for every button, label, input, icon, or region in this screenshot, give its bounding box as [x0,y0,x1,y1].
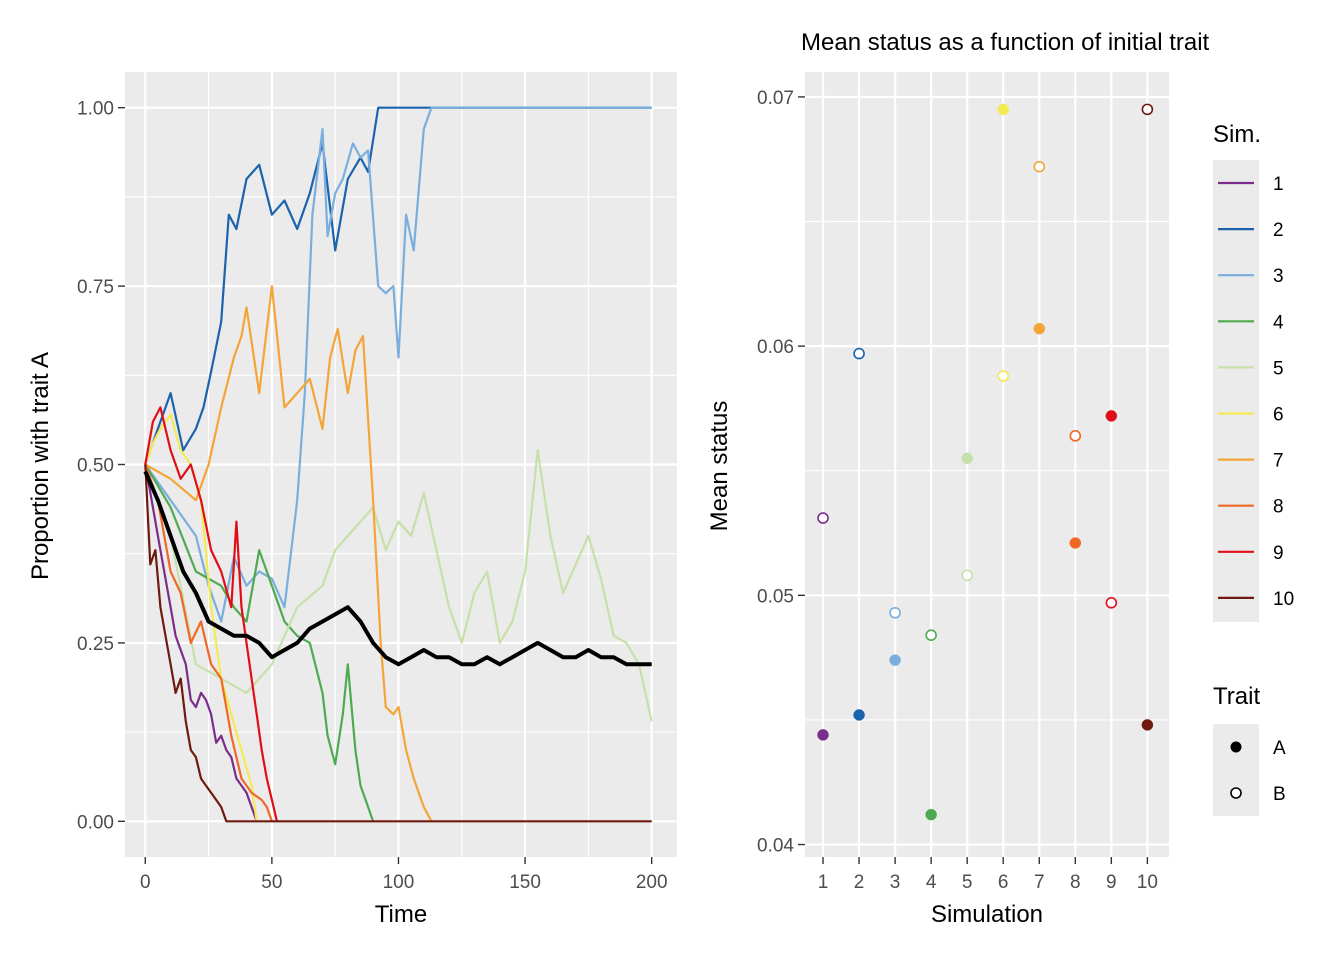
right-chart-title: Mean status as a function of initial tra… [801,29,1210,56]
trait-legend-label-a: A [1273,738,1286,759]
mean-series-line [143,470,652,667]
sim-legend-label-7: 7 [1273,451,1284,472]
trait-b-point-sim-6 [997,370,1010,382]
sim-legend-label-3: 3 [1273,266,1284,287]
trait-legend-key-b [1230,787,1242,799]
trait-legend-label-b: B [1273,784,1286,805]
sim-2-series-line [144,106,652,465]
right-x-axis: 1 2 3 4 5 6 7 8 9 10 [818,857,1158,893]
right-x-axis-title: Simulation [931,901,1043,928]
sim-legend: Sim. 1 2 3 4 5 6 7 8 9 10 [1213,121,1294,622]
right-x-tick-label: 7 [1034,872,1045,893]
right-gridlines [805,72,1169,857]
sim-legend-label-6: 6 [1273,405,1284,426]
sim-legend-label-1: 1 [1273,174,1284,195]
trait-a-point-sim-1 [817,729,829,741]
sim-legend-key-background [1213,160,1259,622]
right-x-tick-label: 8 [1070,872,1081,893]
right-x-tick-label: 4 [926,872,937,893]
right-y-tick-label: 0.05 [757,586,794,607]
trait-legend-key-a [1230,741,1242,753]
trait-legend-key-background [1213,724,1259,816]
trait-b-point-sim-10 [1141,103,1154,116]
sim-1-series-line [144,464,258,822]
right-chart: Mean status as a function of initial tra… [706,29,1210,928]
trait-a-point-sim-9 [1105,410,1118,422]
sim-legend-label-4: 4 [1273,312,1284,333]
left-series-lines [143,106,653,823]
left-chart: 0.00 0.25 0.50 0.75 1.00 0 50 100 150 200 Time P… [27,72,677,928]
trait-legend: Trait A B [1213,683,1286,816]
right-x-tick-label: 10 [1137,872,1158,893]
left-x-tick-label: 50 [261,872,282,893]
trait-b-point-sim-4 [925,629,937,642]
right-x-tick-label: 5 [962,872,973,893]
sim-5-series-line [144,449,653,722]
trait-legend-title: Trait [1213,683,1260,710]
trait-b-point-sim-3 [889,606,901,619]
right-y-tick-label: 0.04 [757,836,794,857]
right-y-axis-title: Mean status [706,401,733,532]
left-y-axis-title: Proportion with trait A [27,352,54,580]
right-y-axis: 0.04 0.05 0.06 0.07 [757,88,805,857]
right-x-tick-label: 6 [998,872,1009,893]
right-points [817,103,1154,821]
trait-a-point-sim-10 [1141,719,1154,731]
right-x-tick-label: 3 [890,872,901,893]
sim-9-series-line [144,406,278,822]
sim-legend-label-10: 10 [1273,589,1294,610]
sim-4-series-line [144,463,375,822]
sim-legend-label-5: 5 [1273,358,1284,379]
left-y-tick-label: 1.00 [77,99,114,120]
left-x-tick-label: 100 [383,872,415,893]
sim-3-series-line [144,106,652,623]
right-x-tick-label: 9 [1106,872,1117,893]
trait-b-point-sim-1 [817,512,829,524]
trait-b-point-sim-2 [853,347,865,360]
trait-a-point-sim-5 [961,452,973,465]
trait-a-point-sim-8 [1069,537,1082,549]
right-panel-background [805,72,1169,857]
trait-b-point-sim-8 [1069,430,1082,442]
left-x-tick-label: 200 [636,872,668,893]
left-x-axis: 0 50 100 150 200 [140,857,668,893]
left-y-tick-label: 0.25 [77,634,114,655]
sim-8-series-line [144,464,273,822]
sim-legend-title: Sim. [1213,121,1261,148]
sim-legend-keys: 1 2 3 4 5 6 7 8 9 10 [1218,174,1294,610]
trait-b-point-sim-7 [1033,160,1046,173]
left-y-tick-label: 0.75 [77,277,114,298]
sim-legend-label-8: 8 [1273,497,1284,518]
right-y-tick-label: 0.07 [757,88,794,109]
trait-a-point-sim-7 [1033,322,1046,335]
trait-b-point-sim-9 [1105,597,1118,609]
left-x-tick-label: 150 [509,872,541,893]
left-x-axis-title: Time [375,901,427,928]
trait-a-point-sim-3 [889,654,901,666]
right-x-tick-label: 2 [854,872,865,893]
right-y-tick-label: 0.06 [757,337,794,358]
trait-b-point-sim-5 [961,569,973,582]
trait-a-point-sim-4 [925,808,937,821]
right-x-tick-label: 1 [818,872,829,893]
sim-legend-label-2: 2 [1273,220,1284,241]
left-x-tick-label: 0 [140,872,151,893]
left-y-tick-label: 0.50 [77,456,114,477]
left-y-tick-label: 0.00 [77,812,114,833]
trait-a-point-sim-2 [853,709,865,721]
sim-7-series-line [144,285,433,822]
sim-10-series-line [144,464,652,823]
trait-a-point-sim-6 [997,103,1009,116]
sim-legend-label-9: 9 [1273,543,1284,564]
left-y-axis: 0.00 0.25 0.50 0.75 1.00 [77,99,125,833]
